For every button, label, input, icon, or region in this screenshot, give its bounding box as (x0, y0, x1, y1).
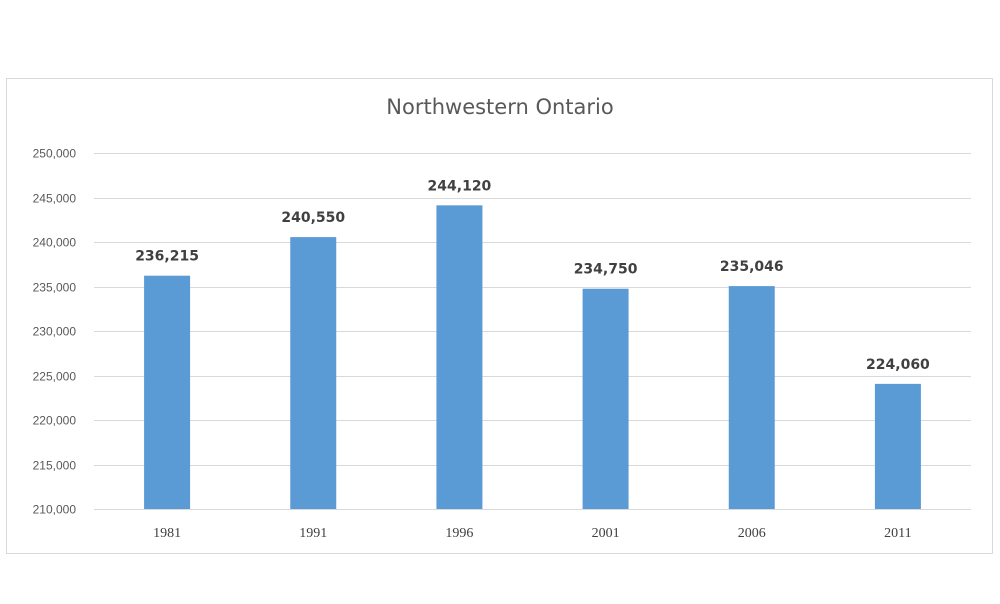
x-category-label: 2011 (884, 526, 911, 541)
bar-2001 (582, 288, 629, 509)
x-category-label: 1991 (299, 526, 327, 541)
y-tick-label: 235,000 (33, 281, 77, 295)
bar-1991 (290, 237, 337, 510)
data-label: 240,550 (281, 210, 345, 226)
chart-title: Northwestern Ontario (386, 95, 614, 119)
y-tick-label: 240,000 (33, 236, 77, 250)
data-label: 224,060 (866, 357, 930, 373)
x-category-label: 2001 (592, 526, 620, 541)
y-tick-label: 215,000 (33, 459, 77, 473)
data-label: 244,120 (428, 178, 492, 194)
y-tick-label: 225,000 (33, 370, 77, 384)
y-tick-label: 245,000 (33, 192, 77, 206)
x-axis-category-labels: 1981 1991 1996 2001 2006 2011 (153, 526, 912, 541)
x-category-label: 2006 (738, 526, 766, 541)
y-tick-label: 230,000 (33, 325, 77, 339)
data-label: 234,750 (574, 262, 638, 278)
data-labels: 236,215 240,550 244,120 234,750 235,046 224,0… (135, 178, 930, 373)
bar-2011 (874, 383, 921, 509)
bars (144, 205, 921, 510)
x-category-label: 1996 (445, 526, 473, 541)
gridlines (94, 153, 971, 510)
bar-1996 (436, 205, 483, 509)
bar-1981 (144, 275, 191, 509)
y-axis-tick-labels: 210,000 215,000 220,000 225,000 230,000 235,0… (33, 147, 77, 517)
data-label: 235,046 (720, 259, 784, 275)
data-label: 236,215 (135, 249, 199, 265)
y-tick-label: 210,000 (33, 503, 77, 517)
y-tick-label: 220,000 (33, 414, 77, 428)
bar-2006 (728, 286, 775, 509)
y-tick-label: 250,000 (33, 147, 77, 161)
x-category-label: 1981 (153, 526, 181, 541)
